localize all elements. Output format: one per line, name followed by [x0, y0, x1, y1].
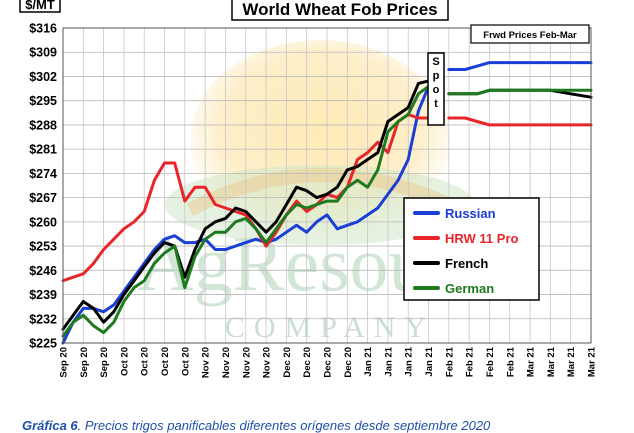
forward-line-russian	[447, 61, 593, 71]
watermark-subtext: COMPANY	[225, 311, 435, 344]
x-tick-label: Feb 21	[485, 346, 496, 377]
x-tick-label: Mar 21	[546, 346, 557, 377]
x-tick-label: Oct 20	[140, 347, 151, 376]
x-tick-label: Dec 20	[343, 347, 354, 378]
figure-caption: Gráfica 6. Precios trigos panificables d…	[22, 418, 622, 433]
spot-letter: t	[434, 98, 438, 110]
series-line-hrw-11-pro	[61, 113, 435, 283]
series-line-russian	[61, 75, 435, 345]
ylabel-box	[19, 0, 61, 13]
x-tick-label: Oct 20	[160, 347, 171, 376]
x-tick-label: Sep 20	[79, 347, 90, 378]
spot-letter: S	[432, 56, 439, 68]
y-tick-label: $302	[29, 70, 57, 84]
y-tick-label: $295	[29, 94, 57, 108]
legend-label: HRW 11 Pro	[445, 231, 519, 246]
series-lines	[61, 75, 435, 345]
x-tick-label: Oct 20	[180, 347, 191, 376]
forward-lines	[447, 61, 593, 127]
y-axis: $225 $232 $239 $246 $253 $260 $267 $274 $281 $288…	[29, 22, 57, 351]
x-tick-label: Sep 20	[99, 347, 110, 378]
spot-letter: o	[433, 84, 440, 96]
y-tick-label: $267	[29, 191, 57, 205]
x-tick-label: Mar 21	[587, 346, 598, 377]
x-tick-label: Nov 20	[221, 347, 232, 378]
x-tick-label: Oct 20	[119, 347, 130, 376]
x-tick-label: Jan 21	[363, 346, 374, 376]
y-tick-label: $316	[29, 22, 57, 36]
x-tick-label: Mar 21	[526, 346, 537, 377]
chart-title: World Wheat Fob Prices	[242, 0, 437, 19]
x-tick-label: Dec 20	[302, 347, 313, 378]
title-box	[231, 0, 449, 21]
y-tick-label: $309	[29, 46, 57, 60]
x-tick-label: Feb 21	[465, 346, 476, 377]
x-tick-label: Nov 20	[241, 347, 252, 378]
y-tick-label: $281	[29, 143, 57, 157]
plot-frame	[62, 27, 592, 344]
x-axis: Sep 20 Sep 20 Sep 20 Oct 20 Oct 20 Oct 20 Oct …	[59, 346, 598, 378]
series-line-german	[61, 81, 435, 338]
y-tick-label: $246	[29, 264, 57, 278]
y-tick-label: $260	[29, 215, 57, 229]
x-tick-label: Dec 20	[282, 347, 293, 378]
forward-box	[470, 24, 590, 44]
x-tick-label: Jan 21	[424, 346, 435, 376]
x-tick-label: Jan 21	[404, 346, 415, 376]
y-tick-label: $274	[29, 167, 57, 181]
legend-label: Russian	[445, 206, 496, 221]
x-tick-label: Feb 21	[444, 346, 455, 377]
x-tick-label: Sep 20	[59, 347, 70, 378]
y-axis-label: $/MT	[25, 0, 55, 12]
forward-line-hrw-11-pro	[447, 116, 593, 127]
y-tick-label: $288	[29, 118, 57, 132]
series-line-french	[61, 78, 435, 331]
forward-line-german	[447, 88, 593, 96]
spot-letter: p	[433, 70, 440, 82]
x-tick-label: Nov 20	[201, 347, 212, 378]
x-tick-label: Dec 20	[323, 347, 334, 378]
y-tick-label: $239	[29, 288, 57, 302]
y-tick-label: $253	[29, 240, 57, 254]
caption-text: . Precios trigos panificables diferentes…	[77, 418, 491, 433]
x-tick-label: Nov 20	[262, 347, 273, 378]
spot-box	[427, 52, 445, 126]
y-tick-label: $232	[29, 312, 57, 326]
legend-label: German	[445, 281, 494, 296]
legend: Russian HRW 11 Pro French German	[403, 197, 540, 301]
x-tick-label: Feb 21	[505, 346, 516, 377]
x-tick-label: Jan 21	[383, 346, 394, 376]
legend-label: French	[445, 256, 488, 271]
caption-label: Gráfica 6	[22, 418, 78, 433]
x-tick-label: Mar 21	[566, 346, 577, 377]
y-tick-label: $225	[29, 337, 57, 351]
forward-label: Frwd Prices Feb-Mar	[483, 30, 577, 41]
